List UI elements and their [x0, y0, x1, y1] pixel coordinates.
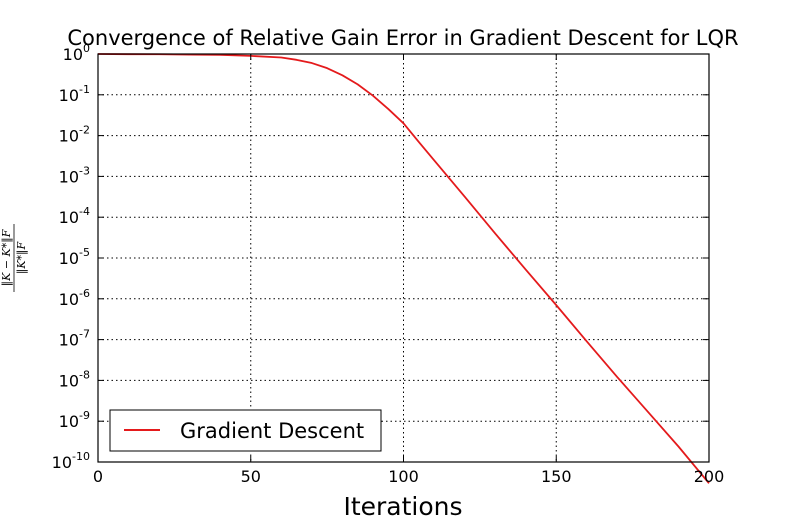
grid-lines [98, 54, 709, 462]
x-tick-label: 150 [541, 467, 572, 486]
x-axis-label: Iterations [343, 492, 462, 521]
y-axis-label-numerator: ‖K − K*‖F [0, 229, 14, 286]
legend: Gradient Descent [109, 409, 382, 452]
y-tick-label: 10-10 [52, 450, 90, 472]
y-tick-label: 10-3 [59, 164, 90, 186]
y-tick-label: 100 [63, 42, 90, 64]
y-tick-label: 10-2 [59, 124, 90, 146]
y-axis-label: ‖K − K*‖F ‖K*‖F [0, 224, 29, 292]
x-tick-labels: 0 50 100 150 200 [93, 467, 724, 486]
x-tick-label: 100 [388, 467, 419, 486]
y-tick-label: 10-7 [59, 328, 90, 350]
y-tick-label: 10-8 [59, 368, 90, 390]
y-axis-label-denominator: ‖K*‖F [15, 241, 29, 274]
x-tick-label: 50 [241, 467, 261, 486]
x-tick-label: 200 [694, 467, 725, 486]
axis-ticks [97, 53, 710, 463]
y-tick-label: 10-5 [59, 246, 90, 268]
legend-label: Gradient Descent [180, 419, 364, 443]
series-line-gradient-descent [97, 53, 710, 484]
chart-title: Convergence of Relative Gain Error in Gr… [67, 26, 738, 50]
y-tick-label: 10-1 [59, 83, 90, 105]
y-tick-labels: 100 10-1 10-2 10-3 10-4 10-5 10-6 10-7 10-8 10-9 1… [52, 42, 90, 472]
x-tick-label: 0 [93, 467, 103, 486]
y-tick-label: 10-4 [59, 205, 90, 227]
y-tick-label: 10-6 [59, 287, 90, 309]
series-lines [97, 53, 710, 484]
y-tick-label: 10-9 [59, 409, 90, 431]
